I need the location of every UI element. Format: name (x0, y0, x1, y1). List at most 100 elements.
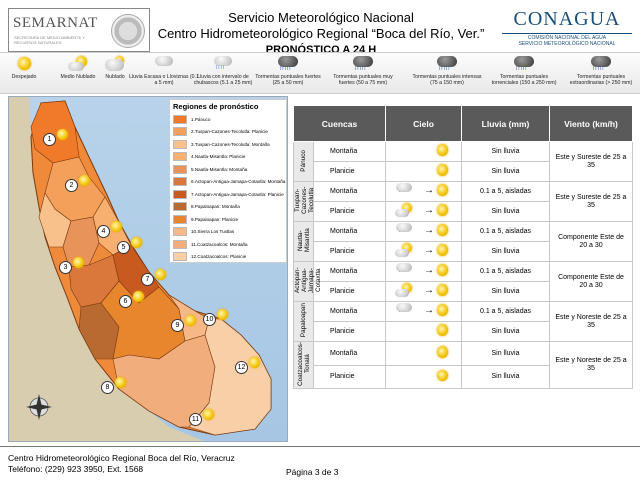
drizzle-icon: ˈˈˈ (158, 65, 166, 71)
wind-cell: Este y Sureste de 25 a 35 (549, 141, 633, 182)
zone-cell: Planicie (313, 364, 386, 390)
sun-icon (436, 369, 449, 382)
arrow-right-icon: → (424, 204, 434, 216)
header-sky: Cielo (385, 105, 462, 142)
sun-icon (402, 203, 412, 214)
heavy-rain-icon: ǀǀǀǀǀ (516, 66, 528, 72)
regions-legend-title: Regiones de pronóstico (173, 102, 259, 111)
legend-item-cloud: Nublado (93, 55, 137, 80)
region-label: 9.Papaloapan: Planicie (191, 216, 238, 222)
legend-cloud-drizzle-icon: ˈˈˈ (153, 55, 175, 73)
rain-cell: Sin lluvia (461, 141, 550, 162)
basin-cell: Nautla-Misantla (293, 221, 314, 262)
arrow-right-icon: → (424, 184, 434, 196)
forecast-row: Coatzacoalcos-Tonalá Montaña Sin lluvia Est… (293, 340, 633, 390)
regions-legend-list: 1.Pánuco 2.Tuxpan-Cazones-Tecolutla: Plan… (173, 113, 285, 263)
header-rain: Lluvia (mm) (461, 105, 550, 142)
sky-from-cloud-drizzle: ˈˈˈ (394, 183, 416, 201)
sky-cell: ˈˈˈ → (385, 261, 462, 282)
storm-cloud-icon (514, 56, 534, 67)
sun-icon (436, 346, 449, 358)
showers-icon: ǀǀǀǀ (216, 65, 226, 71)
region-marker-7: 7 (141, 273, 154, 286)
legend-storm-intense-icon: ǀǀǀǀǀ (436, 55, 458, 73)
zone-cell: Planicie (313, 201, 386, 222)
storm-cloud-icon (591, 56, 611, 67)
sky-cell: ˈˈˈ → (385, 221, 462, 242)
sun-icon (203, 409, 214, 420)
sun-icon (436, 164, 449, 176)
sun-icon (436, 324, 449, 336)
sky-to-sun (432, 163, 454, 181)
legend-item-label: Tormentas puntuales intensas (75 a 150 m… (412, 74, 482, 86)
legend-item-label: Lluvia con intervalo de chubascos (5.1 a… (193, 74, 253, 86)
basin-name: Pánuco (300, 149, 307, 172)
sun-icon (436, 284, 449, 296)
region-label: 5.Nautla-Misantla: Montaña (191, 166, 248, 172)
sky-to-sun (432, 283, 454, 301)
basin-name: Tuxpan-Cazones-Tecolutla (294, 186, 315, 215)
region-color-swatch (173, 252, 187, 262)
region-color-swatch (173, 189, 187, 199)
wind-cell: Componente Este de 20 a 30 (549, 261, 633, 302)
legend-item-label: Despejado (11, 74, 37, 80)
semarnat-logo-subtitle: SECRETARÍA DE MEDIO AMBIENTE Y RECURSOS … (14, 35, 85, 45)
region-color-swatch (173, 127, 187, 137)
legend-item-label: Lluvia Escasa o Lloviznas (0.1 a 5 mm) (129, 74, 199, 86)
basin-cell: Pánuco (293, 141, 314, 182)
sky-to-sun (432, 263, 454, 281)
conagua-logo: CONAGUA COMISIÓN NACIONAL DEL AGUA SERVI… (502, 8, 632, 52)
region-label: 7.Actopan-Antigua-Jamapa-Cotaxtla: Plani… (191, 191, 284, 197)
legend-storm-torrential-icon: ǀǀǀǀǀ (513, 55, 535, 73)
sky-forecast: → (386, 203, 466, 221)
heavy-rain-icon: ǀǀǀǀǀ (439, 66, 451, 72)
legend-item-label: Tormentas puntuales extraordinarias (> 2… (569, 74, 633, 86)
forecast-row: Planicie Sin lluvia (294, 364, 633, 390)
region-marker-6: 6 (119, 295, 132, 308)
sky-cell: → (385, 201, 462, 222)
sun-icon (436, 184, 449, 196)
regions-legend-row: 7.Actopan-Antigua-Jamapa-Cotaxtla: Plani… (173, 188, 284, 201)
zone-cell: Planicie (313, 321, 386, 342)
region-label: 4.Nautla-Misantla: Planicie (191, 154, 246, 160)
header-basins: Cuencas (293, 105, 386, 142)
legend-storm-strong-icon: ǀǀǀǀǀ (277, 55, 299, 73)
regions-legend-row: 10.Sierra Los Tuxtlas (173, 226, 283, 239)
region-label: 2.Tuxpan-Cazones-Tecolutla: Planicie (191, 129, 268, 135)
regions-legend-row: 1.Pánuco (173, 113, 283, 126)
rain-cell: Sin lluvia (461, 321, 550, 342)
wind-cell: Este y Sureste de 25 a 35 (549, 181, 633, 222)
drizzle-icon: ˈˈˈ (398, 271, 407, 278)
forecast-row: Papaloapan Montaña ˈˈˈ → 0.1 a 5, aisladas Es… (293, 301, 633, 342)
region-marker-10: 10 (203, 313, 216, 326)
sun-icon (73, 257, 84, 268)
neighbor-states-land (9, 97, 204, 441)
basin-name: Actopan-Antigua-Jamapa-Cotaxtla (294, 267, 322, 294)
rain-cell: Sin lluvia (461, 161, 550, 182)
sky-forecast: ˈˈˈ → (386, 263, 466, 281)
sky-forecast (386, 163, 466, 181)
rain-cell: 0.1 a 5, aisladas (461, 261, 550, 282)
zone-cell: Montaña (313, 221, 386, 242)
sky-cell (385, 341, 462, 366)
regions-legend-row: 4.Nautla-Misantla: Planicie (173, 151, 283, 164)
arrow-right-icon: → (424, 284, 434, 296)
region-color-swatch (173, 114, 187, 124)
drizzle-icon: ˈˈˈ (398, 231, 407, 238)
semarnat-logo: SEMARNAT SECRETARÍA DE MEDIO AMBIENTE Y … (8, 8, 150, 52)
region-label: 11.Coatzacoalcos: Montaña (191, 241, 248, 247)
sun-icon (436, 264, 449, 276)
region-marker-2: 2 (65, 179, 78, 192)
zone-cell: Montaña (313, 261, 386, 282)
basin-cell: Tuxpan-Cazones-Tecolutla (293, 181, 315, 222)
region-marker-5: 5 (117, 241, 130, 254)
legend-cloud-icon (104, 55, 126, 73)
zone-cell: Planicie (313, 281, 386, 302)
weather-icon-legend: Despejado Medio Nublado Nublado ˈˈˈ Lluvia E… (0, 52, 640, 94)
header-wind: Viento (km/h) (549, 105, 633, 142)
sun-icon (185, 315, 196, 326)
zone-cell: Planicie (313, 161, 386, 182)
rain-cell: Sin lluvia (461, 341, 550, 366)
cloud-icon (394, 248, 410, 257)
forecast-table-body: Pánuco Montaña Sin lluvia Este y Sureste de… (293, 141, 633, 390)
